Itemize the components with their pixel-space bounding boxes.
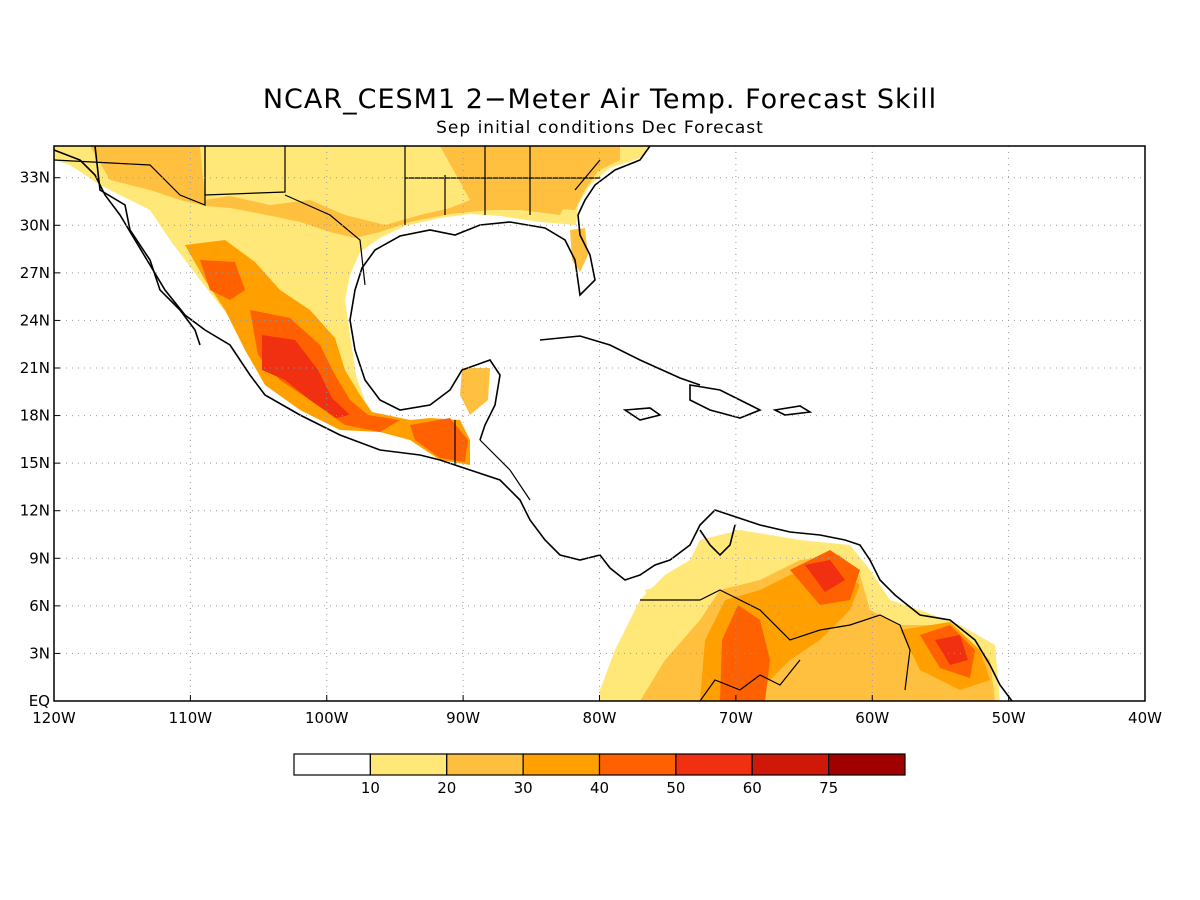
coastlines [54,146,1013,701]
skill-band-colombia [645,585,670,612]
lat-label: 15N [20,454,50,472]
colorbar-swatch [522,753,601,776]
map-subtitle: Sep initial conditions Dec Forecast [436,118,764,138]
lat-label: 3N [29,644,50,662]
colorbar: 10 20 30 40 50 60 75 [293,753,906,797]
colorbar-swatch [598,753,677,776]
lon-label: 110W [169,709,213,727]
lat-label: 24N [20,311,50,329]
skill-band-florida [570,228,588,272]
lat-label: 18N [20,407,50,425]
lat-label: 21N [20,359,50,377]
colorbar-swatch [751,753,830,776]
skill-band-sa-50-60-e [935,635,968,665]
colorbar-swatch [293,753,371,776]
lon-label: 40W [1128,709,1162,727]
skill-band-40-50-nw [200,260,245,300]
skill-band-50-60-mx [262,335,350,418]
colorbar-swatch [369,753,448,776]
lat-label: 6N [29,597,50,615]
lon-label: 60W [855,709,889,727]
colorbar-swatch [675,753,753,776]
lon-label: 120W [32,709,76,727]
lat-label: EQ [29,692,50,710]
skill-band-sa-50-60-n [805,560,845,592]
colorbar-label: 30 [514,779,533,797]
lat-label: 9N [29,549,50,567]
axis-ticks [53,177,1146,702]
skill-shading [54,146,1000,701]
colorbar-swatch [446,753,524,776]
skill-band-yucatan [460,368,490,415]
colorbar-label: 60 [743,779,762,797]
colorbar-label: 50 [666,779,685,797]
skill-band-30-40 [185,240,470,465]
colorbar-label: 40 [590,779,609,797]
colorbar-label: 75 [819,779,838,797]
axis-labels: 120W 110W 100W 90W 80W 70W 60W 50W 40W EQ 3N 6N 9N 12… [20,169,1162,727]
lon-label: 50W [992,709,1026,727]
lat-label: 12N [20,502,50,520]
colorbar-swatch [828,753,906,776]
lat-label: 27N [20,264,50,282]
lat-label: 33N [20,169,50,187]
skill-band-10-20 [54,146,650,418]
map-title: NCAR_CESM1 2−Meter Air Temp. Forecast Sk… [262,84,938,115]
colorbar-label: 20 [437,779,456,797]
lon-label: 90W [446,709,480,727]
skill-band-40-50-gt [410,418,468,462]
colorbar-label: 10 [361,779,380,797]
borders [54,146,911,701]
lon-label: 80W [583,709,617,727]
lon-label: 70W [719,709,753,727]
gridlines [54,146,1145,701]
lon-label: 100W [305,709,349,727]
lat-label: 30N [20,216,50,234]
